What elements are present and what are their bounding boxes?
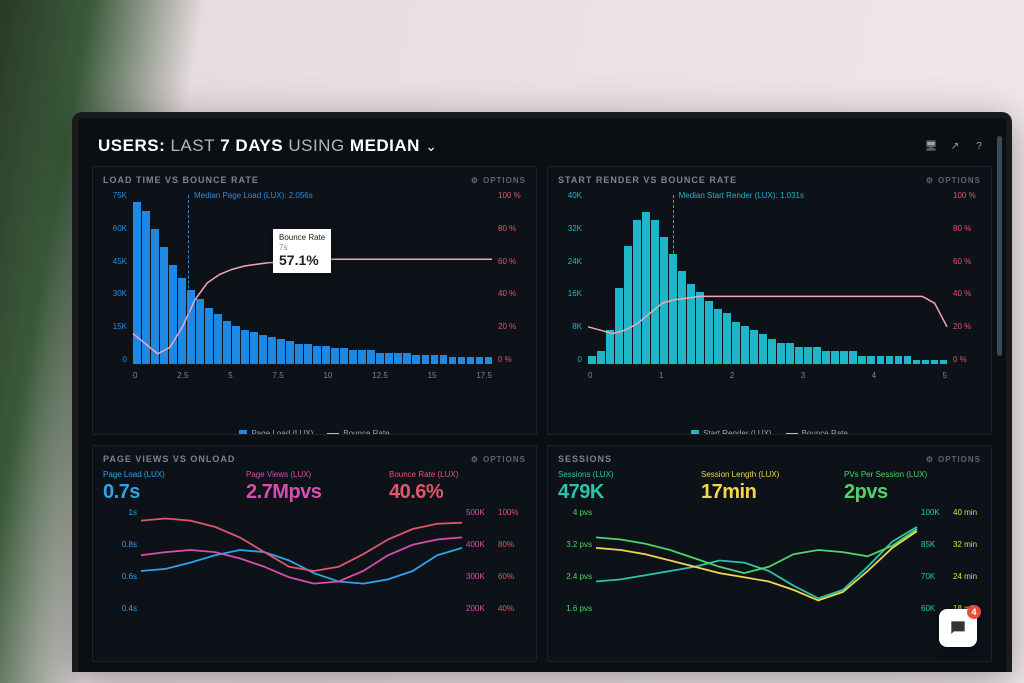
metric-label: Page Load (LUX) — [103, 470, 240, 479]
panel-title: LOAD TIME VS BOUNCE RATE — [103, 175, 259, 185]
title-using: USING — [288, 136, 344, 155]
tooltip: Bounce Rate 7s 57.1% — [273, 229, 331, 273]
y-axis-left: 40K32K24K16K8K0 — [558, 191, 582, 364]
help-icon[interactable]: ? — [972, 139, 986, 153]
y-axis-right-2: 40 min32 min24 min18 min — [953, 508, 981, 613]
y-axis-left: 75K60K45K30K15K0 — [103, 191, 127, 364]
options-button[interactable]: ⚙ OPTIONS — [471, 176, 526, 185]
legend-bar: Page Load (LUX) — [251, 429, 313, 435]
chevron-down-icon[interactable]: ⌄ — [425, 138, 437, 154]
y-axis-right-1: 100K85K70K60K — [921, 508, 951, 613]
options-button[interactable]: ⚙ OPTIONS — [471, 455, 526, 464]
metric-value: 0.7s — [103, 481, 240, 504]
chart: 75K60K45K30K15K0 100 %80 %60 %40 %20 %0 … — [103, 191, 526, 386]
panel-title: START RENDER VS BOUNCE RATE — [558, 175, 737, 185]
median-line — [188, 195, 189, 364]
metric-value: 17min — [701, 481, 838, 504]
metric-value: 479K — [558, 481, 695, 504]
metric-value: 40.6% — [389, 481, 526, 504]
metric-label: Sessions (LUX) — [558, 470, 695, 479]
legend-bar: Start Render (LUX) — [703, 429, 771, 435]
share-icon[interactable]: ↗ — [948, 139, 962, 153]
legend-line: Bounce Rate — [343, 429, 389, 435]
chat-icon — [948, 618, 968, 638]
options-button[interactable]: ⚙ OPTIONS — [926, 176, 981, 185]
panel-title: PAGE VIEWS VS ONLOAD — [103, 454, 235, 464]
title-range-bold: 7 DAYS — [220, 136, 283, 155]
x-axis: 02.557.51012.51517.5 — [133, 371, 492, 380]
header-actions: 🖥 ↗ ? — [924, 139, 986, 153]
monitor-icon[interactable]: 🖥 — [924, 139, 938, 153]
metric-value: 2pvs — [844, 481, 981, 504]
y-axis-left: 1s0.8s0.6s0.4s — [103, 508, 137, 613]
y-axis-right-2: 100%80%60%40% — [498, 508, 526, 613]
chart: 1s0.8s0.6s0.4s 500K400K300K200K 100%80%6… — [103, 508, 526, 613]
y-axis-right-1: 500K400K300K200K — [466, 508, 496, 613]
tooltip-label: Bounce Rate — [279, 233, 325, 243]
y-axis-left: 4 pvs3.2 pvs2.4 pvs1.6 pvs — [558, 508, 592, 613]
metrics-row: Sessions (LUX) 479K Session Length (LUX) 17… — [558, 470, 981, 504]
panel-load-time: LOAD TIME VS BOUNCE RATE ⚙ OPTIONS 75K60… — [92, 166, 537, 435]
panel-title: SESSIONS — [558, 454, 612, 464]
metrics-row: Page Load (LUX) 0.7s Page Views (LUX) 2.7Mp… — [103, 470, 526, 504]
legend: Page Load (LUX) Bounce Rate — [93, 429, 536, 435]
chart: 40K32K24K16K8K0 100 %80 %60 %40 %20 %0 %… — [558, 191, 981, 386]
legend-line: Bounce Rate — [802, 429, 848, 435]
title-range-thin: LAST — [170, 136, 215, 155]
title-prefix: USERS: — [98, 136, 165, 155]
tooltip-value: 57.1% — [279, 252, 325, 269]
gear-icon: ⚙ — [471, 176, 479, 185]
y-axis-right: 100 %80 %60 %40 %20 %0 % — [953, 191, 981, 364]
metric-label: Page Views (LUX) — [246, 470, 383, 479]
median-label: Median Start Render (LUX): 1.031s — [679, 191, 804, 200]
median-label: Median Page Load (LUX): 2.056s — [194, 191, 313, 200]
chat-button[interactable]: 4 — [939, 609, 977, 647]
x-axis: 012345 — [588, 371, 947, 380]
metric-label: PVs Per Session (LUX) — [844, 470, 981, 479]
lines — [141, 508, 462, 613]
scrollbar[interactable] — [997, 136, 1002, 356]
line-overlay — [588, 195, 947, 364]
title-agg: MEDIAN — [350, 136, 420, 155]
y-axis-right: 100 %80 %60 %40 %20 %0 % — [498, 191, 526, 364]
legend: Start Render (LUX) Bounce Rate — [548, 429, 991, 435]
panel-start-render: START RENDER VS BOUNCE RATE ⚙ OPTIONS 40… — [547, 166, 992, 435]
lines — [596, 508, 917, 613]
page-header: USERS: LAST 7 DAYS USING MEDIAN ⌄ 🖥 ↗ ? — [92, 136, 992, 166]
line-overlay — [133, 195, 492, 364]
metric-label: Session Length (LUX) — [701, 470, 838, 479]
options-button[interactable]: ⚙ OPTIONS — [926, 455, 981, 464]
metric-label: Bounce Rate (LUX) — [389, 470, 526, 479]
chart: 4 pvs3.2 pvs2.4 pvs1.6 pvs 100K85K70K60K… — [558, 508, 981, 613]
panel-sessions: SESSIONS ⚙ OPTIONS Sessions (LUX)479KSes… — [547, 445, 992, 662]
page-title[interactable]: USERS: LAST 7 DAYS USING MEDIAN ⌄ — [98, 136, 437, 156]
gear-icon: ⚙ — [471, 455, 479, 464]
metric-value: 2.7Mpvs — [246, 481, 383, 504]
median-line — [673, 195, 674, 364]
notification-badge: 4 — [967, 605, 981, 619]
gear-icon: ⚙ — [926, 176, 934, 185]
tooltip-sub: 7s — [279, 243, 325, 253]
panel-page-views: PAGE VIEWS VS ONLOAD ⚙ OPTIONS Page Load… — [92, 445, 537, 662]
gear-icon: ⚙ — [926, 455, 934, 464]
dashboard-screen: USERS: LAST 7 DAYS USING MEDIAN ⌄ 🖥 ↗ ? … — [72, 112, 1012, 672]
